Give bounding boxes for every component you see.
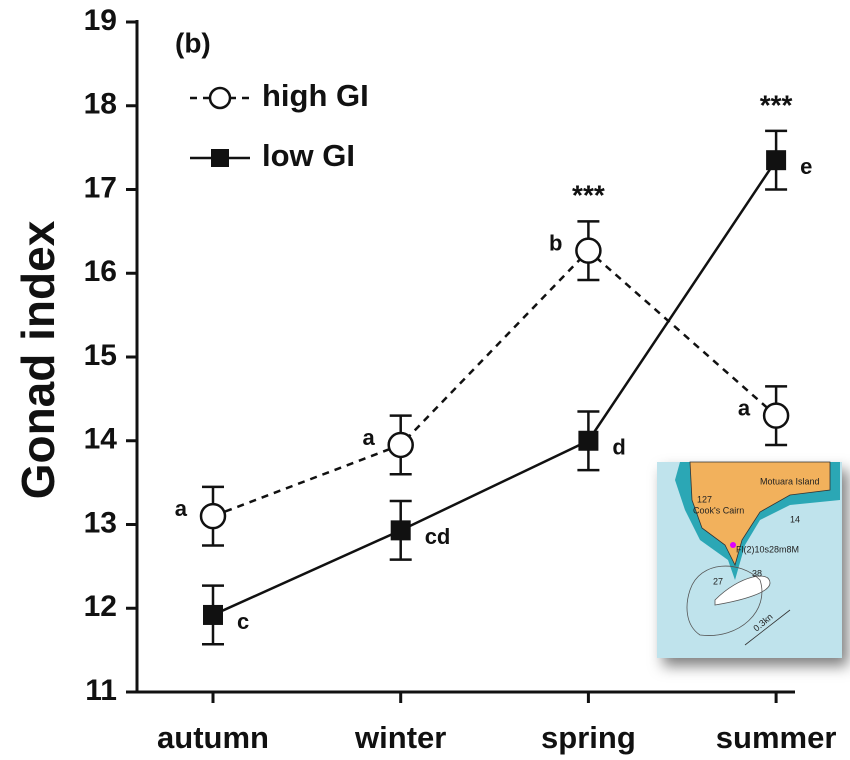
page: {"chart_data": {"type": "line", "panel_l… <box>0 0 850 760</box>
legend-label: low GI <box>262 138 355 173</box>
marker <box>389 433 413 457</box>
chart: (b) Gonad index 11 12 13 14 15 16 17 18 19 autumn… <box>0 0 850 760</box>
y-tick-label: 11 <box>85 674 117 707</box>
x-tick-label: summer <box>716 720 837 755</box>
legend-label: high GI <box>262 78 369 113</box>
marker <box>764 404 788 428</box>
map-label: Cook's Cairn <box>693 505 744 515</box>
map-label: 27 <box>713 576 723 586</box>
point-annotation: a <box>175 496 188 521</box>
x-tick-label: spring <box>541 720 636 755</box>
legend-marker <box>211 149 229 167</box>
x-tick-label: winter <box>354 720 446 755</box>
marker <box>766 150 786 170</box>
point-annotation: c <box>237 609 249 634</box>
y-tick-label: 12 <box>84 590 117 623</box>
point-annotation: d <box>612 435 625 460</box>
point-annotation: b <box>549 230 562 255</box>
significance-label: *** <box>760 89 793 120</box>
y-axis-label: Gonad index <box>12 220 64 499</box>
y-tick-label: 15 <box>84 339 117 372</box>
map-label: Motuara Island <box>760 476 820 486</box>
point-annotation: e <box>800 154 812 179</box>
legend-marker <box>210 88 230 108</box>
panel-label: (b) <box>175 27 211 58</box>
y-tick-label: 16 <box>84 255 117 288</box>
point-annotation: cd <box>425 524 451 549</box>
marker <box>578 431 598 451</box>
inset-map: Motuara Island 127 Cook's Cairn Fl(2)10s… <box>657 462 842 658</box>
y-tick-label: 19 <box>84 4 117 37</box>
map-label: 127 <box>697 494 712 504</box>
significance-label: *** <box>572 180 605 211</box>
y-tick-label: 17 <box>84 171 117 204</box>
marker <box>576 239 600 263</box>
y-tick-label: 13 <box>84 506 117 539</box>
x-tick-label: autumn <box>157 720 269 755</box>
marker <box>391 520 411 540</box>
map-label: Fl(2)10s28m8M <box>736 544 799 554</box>
map-label: 38 <box>752 568 762 578</box>
y-tick-label: 18 <box>84 88 117 121</box>
marker <box>203 605 223 625</box>
marker <box>201 504 225 528</box>
point-annotation: a <box>362 425 375 450</box>
map-label: 14 <box>790 514 800 524</box>
point-annotation: a <box>738 395 751 420</box>
y-tick-label: 14 <box>84 423 118 456</box>
